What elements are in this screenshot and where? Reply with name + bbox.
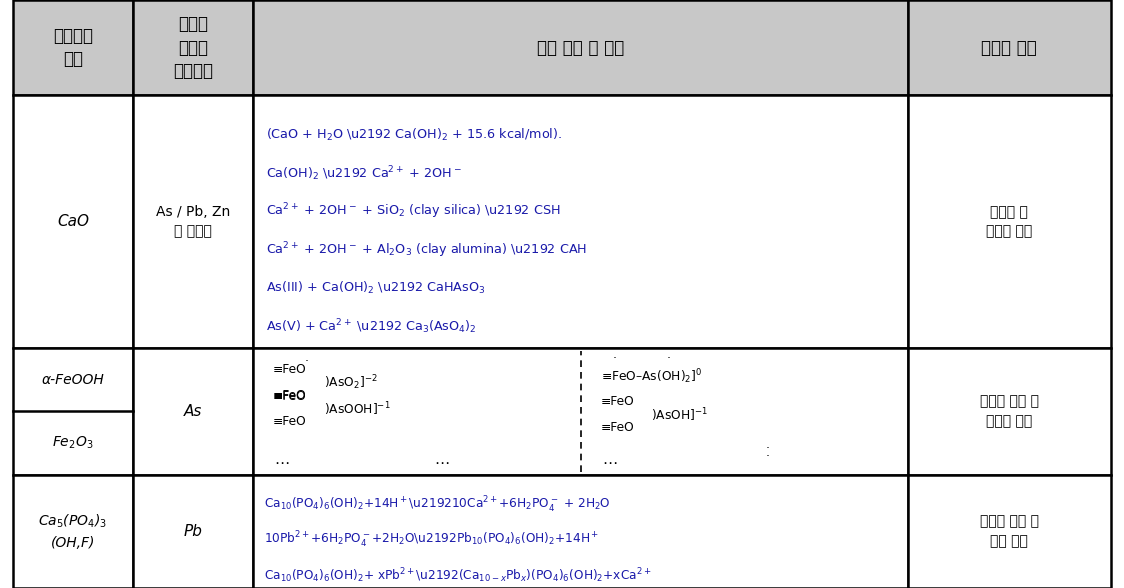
Text: 안정화
가능한
오염물질: 안정화 가능한 오염물질 [173, 15, 212, 80]
Bar [908, 348, 1111, 475]
Text: 침전물 형성 및
이온 교환: 침전물 형성 및 이온 교환 [980, 514, 1039, 548]
Text: Ca$_5$(PO$_4$)$_3$
(OH,F): Ca$_5$(PO$_4$)$_3$ (OH,F) [38, 513, 108, 550]
Bar [908, 0, 1111, 95]
Text: ≡FeO: ≡FeO [273, 389, 307, 402]
Text: Fe$_2$O$_3$: Fe$_2$O$_3$ [52, 435, 94, 451]
Text: )AsOOH]$^{-1}$: )AsOOH]$^{-1}$ [324, 400, 390, 418]
Bar [908, 475, 1111, 588]
Text: Ca(OH)$_2$ \u2192 Ca$^{2+}$ + 2OH$^-$: Ca(OH)$_2$ \u2192 Ca$^{2+}$ + 2OH$^-$ [266, 164, 462, 183]
Bar [253, 0, 908, 95]
Bar [13, 475, 133, 588]
Text: 10Pb$^{2+}$+6H$_2$PO$_4^-$+2H$_2$O\u2192Pb$_{10}$(PO$_4$)$_6$(OH)$_2$+14H$^+$: 10Pb$^{2+}$+6H$_2$PO$_4^-$+2H$_2$O\u2192… [264, 530, 599, 550]
Bar [133, 95, 253, 348]
Bar [13, 348, 133, 475]
Bar [253, 95, 908, 348]
Text: CaO: CaO [57, 214, 89, 229]
Text: ·: · [613, 352, 616, 365]
Text: ≡FeO: ≡FeO [601, 395, 635, 409]
Text: As(V) + Ca$^{2+}$ \u2192 Ca$_3$(AsO$_4$)$_2$: As(V) + Ca$^{2+}$ \u2192 Ca$_3$(AsO$_4$)… [266, 317, 477, 336]
Text: Ca$^{2+}$ + 2OH$^-$ + Al$_2$O$_3$ (clay alumina) \u2192 CAH: Ca$^{2+}$ + 2OH$^-$ + Al$_2$O$_3$ (clay … [266, 240, 588, 260]
Text: ⋯: ⋯ [434, 456, 450, 472]
Text: 안정화제
성분: 안정화제 성분 [53, 27, 93, 68]
Text: ·: · [667, 352, 670, 365]
Text: ⋯: ⋯ [602, 456, 617, 472]
Text: ≡FeO: ≡FeO [601, 421, 635, 434]
Bar [133, 348, 253, 475]
Bar [908, 95, 1111, 348]
Bar [253, 475, 908, 588]
Text: ≡FeO: ≡FeO [273, 415, 307, 428]
Text: )AsO$_2$]$^{-2}$: )AsO$_2$]$^{-2}$ [324, 373, 378, 392]
Text: (CaO + H$_2$O \u2192 Ca(OH)$_2$ + 15.6 kcal/mol).: (CaO + H$_2$O \u2192 Ca(OH)$_2$ + 15.6 k… [266, 127, 562, 143]
Bar [13, 95, 133, 348]
Bar [133, 475, 253, 588]
Text: 고형화 및
침전물 형성: 고형화 및 침전물 형성 [986, 205, 1033, 238]
Bar [13, 0, 133, 95]
Text: 착화물 형성 및
침전물 형성: 착화물 형성 및 침전물 형성 [980, 395, 1039, 428]
Text: 작용 원리 및 기작: 작용 원리 및 기작 [537, 39, 624, 56]
Bar [253, 348, 908, 475]
Bar [133, 0, 253, 95]
Text: ≡FeO–As(OH)$_2$]$^{0}$: ≡FeO–As(OH)$_2$]$^{0}$ [601, 368, 702, 386]
Text: Ca$_{10}$(PO$_4$)$_6$(OH)$_2$+14H$^+$\u219210Ca$^{2+}$+6H$_2$PO$_4^-$ + 2H$_2$O: Ca$_{10}$(PO$_4$)$_6$(OH)$_2$+14H$^+$\u2… [264, 495, 610, 515]
Text: 안정화 원리: 안정화 원리 [981, 39, 1037, 56]
Text: As: As [183, 404, 202, 419]
Text: ·: · [765, 442, 769, 455]
Text: )AsOH]$^{-1}$: )AsOH]$^{-1}$ [652, 406, 708, 423]
Text: α-FeOOH: α-FeOOH [42, 373, 105, 387]
Text: ·: · [305, 355, 309, 368]
Text: Pb: Pb [183, 524, 202, 539]
Text: Ca$^{2+}$ + 2OH$^-$ + SiO$_2$ (clay silica) \u2192 CSH: Ca$^{2+}$ + 2OH$^-$ + SiO$_2$ (clay sili… [266, 202, 561, 222]
Text: ≡FeO: ≡FeO [273, 363, 307, 376]
Text: As / Pb, Zn
외 중금속: As / Pb, Zn 외 중금속 [155, 205, 230, 238]
Text: Ca$_{10}$(PO$_4$)$_6$(OH)$_2$+ xPb$^{2+}$\u2192(Ca$_{10-x}$Pb$_x$)(PO$_4$)$_6$(O: Ca$_{10}$(PO$_4$)$_6$(OH)$_2$+ xPb$^{2+}… [264, 566, 652, 585]
Text: As(III) + Ca(OH)$_2$ \u2192 CaHAsO$_3$: As(III) + Ca(OH)$_2$ \u2192 CaHAsO$_3$ [266, 280, 486, 296]
Text: ⋯: ⋯ [274, 456, 290, 472]
Text: ·: · [765, 450, 769, 463]
Text: ≡FeO: ≡FeO [273, 390, 307, 403]
